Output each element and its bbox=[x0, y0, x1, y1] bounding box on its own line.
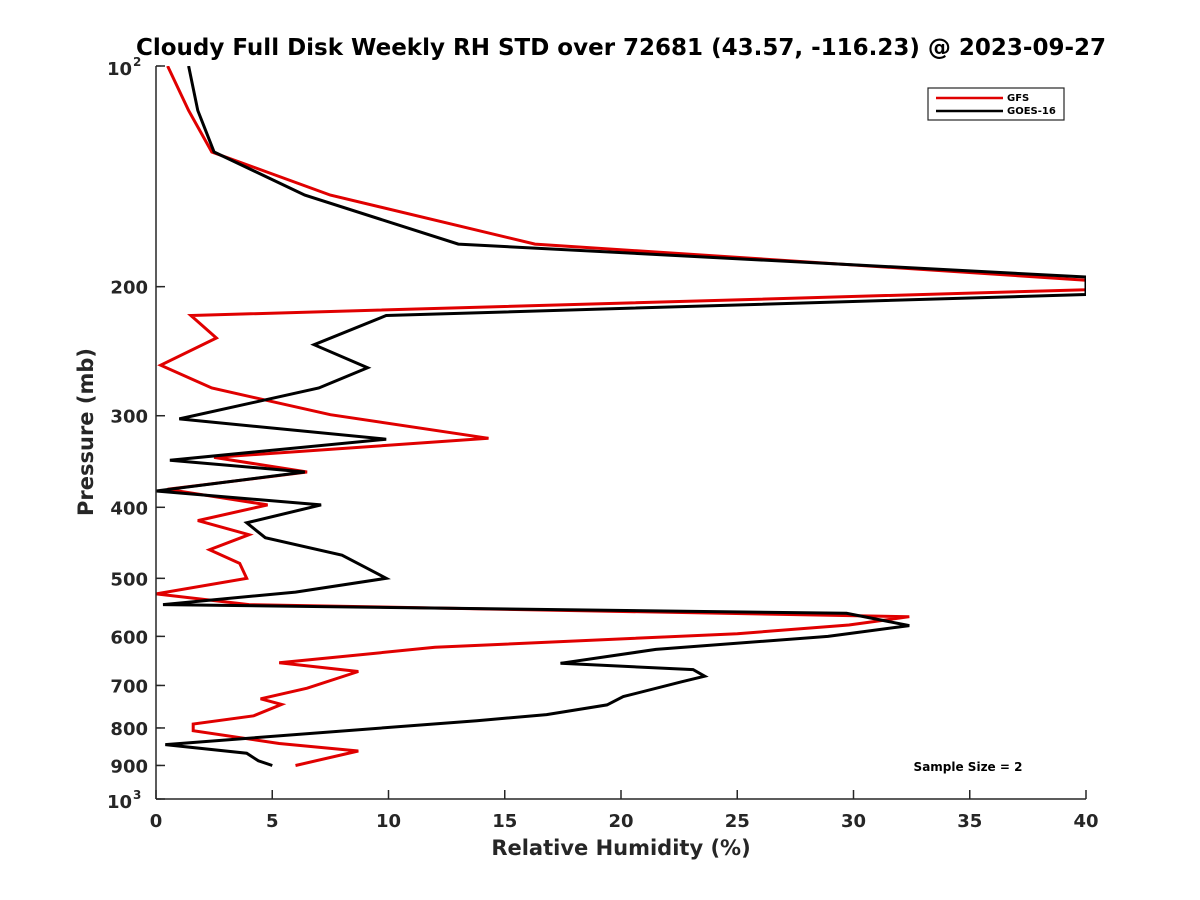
legend: GFS GOES-16 bbox=[927, 87, 1065, 121]
x-axis-label: Relative Humidity (%) bbox=[491, 836, 750, 860]
x-tick-label: 25 bbox=[725, 811, 750, 832]
plot-area bbox=[156, 66, 1086, 799]
y-tick-label-base: 10 bbox=[107, 59, 132, 80]
series-layer bbox=[156, 66, 1086, 767]
y-tick-label: 800 bbox=[110, 719, 148, 740]
y-axis-label: Pressure (mb) bbox=[74, 348, 98, 516]
x-tick-label: 30 bbox=[841, 811, 866, 832]
x-tick-label: 20 bbox=[608, 811, 633, 832]
legend-label-gfs: GFS bbox=[1007, 93, 1029, 104]
chart-title: Cloudy Full Disk Weekly RH STD over 7268… bbox=[136, 35, 1106, 61]
x-tick-label: 10 bbox=[376, 811, 401, 832]
x-tick-label: 15 bbox=[492, 811, 517, 832]
x-tick-label: 5 bbox=[266, 811, 279, 832]
series-line-gfs bbox=[156, 66, 1086, 767]
y-tick-label: 400 bbox=[110, 498, 148, 519]
y-tick-label: 500 bbox=[110, 569, 148, 590]
y-tick-label: 200 bbox=[110, 278, 148, 299]
y-tick-label: 700 bbox=[110, 676, 148, 697]
legend-label-goes16: GOES-16 bbox=[1007, 106, 1056, 117]
x-tick-label: 40 bbox=[1073, 811, 1098, 832]
y-tick-label-base: 10 bbox=[107, 792, 132, 813]
sample-size-annotation: Sample Size = 2 bbox=[914, 760, 1023, 774]
y-tick-label: 300 bbox=[110, 407, 148, 428]
x-tick-label: 0 bbox=[150, 811, 163, 832]
series-line-goes16 bbox=[156, 66, 1086, 767]
x-tick-label: 35 bbox=[957, 811, 982, 832]
y-tick-label: 600 bbox=[110, 627, 148, 648]
y-tick-label: 900 bbox=[110, 756, 148, 777]
y-tick-label-exponent: 2 bbox=[133, 55, 141, 69]
legend-box bbox=[927, 87, 1065, 121]
y-tick-label-exponent: 3 bbox=[133, 788, 141, 802]
